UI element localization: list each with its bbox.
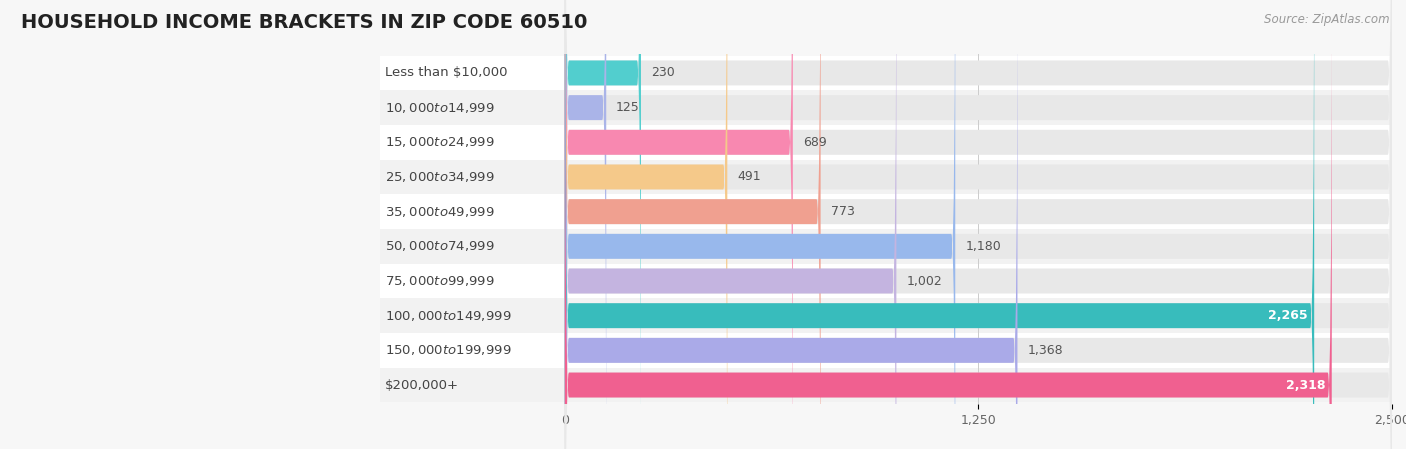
Text: $100,000 to $149,999: $100,000 to $149,999 <box>385 308 512 323</box>
Text: $35,000 to $49,999: $35,000 to $49,999 <box>385 205 495 219</box>
Text: 773: 773 <box>831 205 855 218</box>
Text: $50,000 to $74,999: $50,000 to $74,999 <box>385 239 495 253</box>
FancyBboxPatch shape <box>565 0 793 449</box>
FancyBboxPatch shape <box>565 0 1392 449</box>
Text: 125: 125 <box>616 101 640 114</box>
FancyBboxPatch shape <box>565 0 1392 449</box>
Text: 230: 230 <box>651 66 675 79</box>
FancyBboxPatch shape <box>380 125 1392 160</box>
FancyBboxPatch shape <box>565 0 1331 449</box>
FancyBboxPatch shape <box>565 0 606 449</box>
Text: $15,000 to $24,999: $15,000 to $24,999 <box>385 135 495 150</box>
FancyBboxPatch shape <box>565 0 641 449</box>
Text: Less than $10,000: Less than $10,000 <box>385 66 508 79</box>
FancyBboxPatch shape <box>380 264 1392 298</box>
FancyBboxPatch shape <box>565 0 1392 449</box>
FancyBboxPatch shape <box>565 0 1392 449</box>
Text: $10,000 to $14,999: $10,000 to $14,999 <box>385 101 495 114</box>
Text: Source: ZipAtlas.com: Source: ZipAtlas.com <box>1264 13 1389 26</box>
FancyBboxPatch shape <box>565 0 1392 449</box>
Text: $150,000 to $199,999: $150,000 to $199,999 <box>385 343 512 357</box>
FancyBboxPatch shape <box>565 0 1392 449</box>
FancyBboxPatch shape <box>380 368 1392 402</box>
Text: 2,318: 2,318 <box>1285 379 1324 392</box>
FancyBboxPatch shape <box>380 160 1392 194</box>
FancyBboxPatch shape <box>565 0 1392 449</box>
FancyBboxPatch shape <box>565 0 727 449</box>
Text: 491: 491 <box>737 171 761 184</box>
Text: $200,000+: $200,000+ <box>385 379 458 392</box>
Text: 1,368: 1,368 <box>1028 344 1063 357</box>
FancyBboxPatch shape <box>565 0 955 449</box>
Text: 1,002: 1,002 <box>907 274 942 287</box>
FancyBboxPatch shape <box>565 0 1392 449</box>
FancyBboxPatch shape <box>565 0 897 449</box>
FancyBboxPatch shape <box>380 194 1392 229</box>
FancyBboxPatch shape <box>380 333 1392 368</box>
FancyBboxPatch shape <box>380 90 1392 125</box>
Text: $25,000 to $34,999: $25,000 to $34,999 <box>385 170 495 184</box>
Text: HOUSEHOLD INCOME BRACKETS IN ZIP CODE 60510: HOUSEHOLD INCOME BRACKETS IN ZIP CODE 60… <box>21 13 588 32</box>
FancyBboxPatch shape <box>565 0 1392 449</box>
FancyBboxPatch shape <box>565 0 1392 449</box>
FancyBboxPatch shape <box>380 56 1392 90</box>
FancyBboxPatch shape <box>565 0 1315 449</box>
FancyBboxPatch shape <box>380 229 1392 264</box>
Text: 689: 689 <box>803 136 827 149</box>
FancyBboxPatch shape <box>565 0 821 449</box>
FancyBboxPatch shape <box>565 0 1018 449</box>
Text: $75,000 to $99,999: $75,000 to $99,999 <box>385 274 495 288</box>
Text: 2,265: 2,265 <box>1268 309 1308 322</box>
Text: 1,180: 1,180 <box>965 240 1001 253</box>
FancyBboxPatch shape <box>380 298 1392 333</box>
